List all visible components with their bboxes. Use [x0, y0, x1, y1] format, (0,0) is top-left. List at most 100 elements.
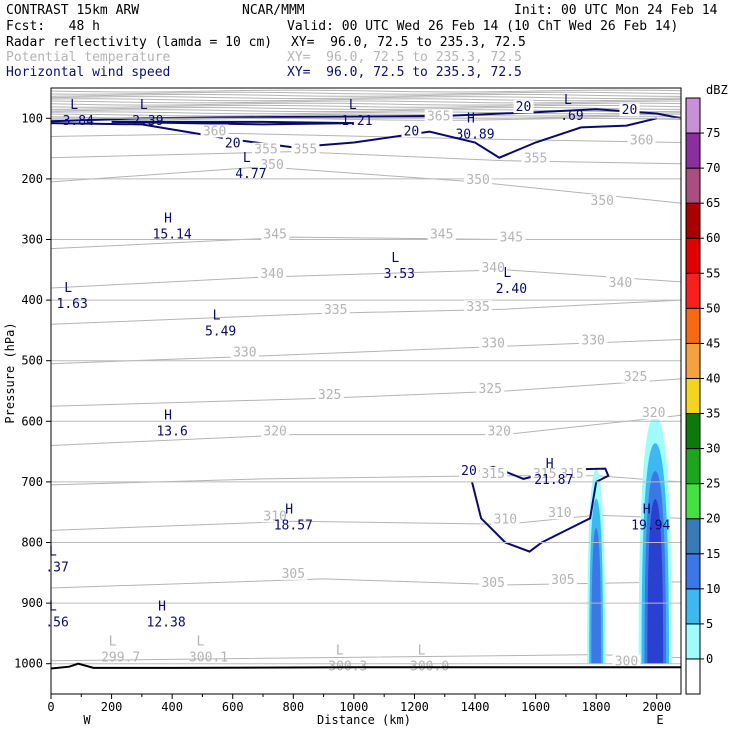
y-tick-label: 200 — [21, 172, 43, 186]
colorbar-label: 75 — [706, 126, 720, 140]
y-tick-label: 600 — [21, 414, 43, 428]
wind-extreme-value: 2.39 — [132, 114, 163, 129]
theta-contour-line — [50, 91, 682, 95]
wind-label-bg — [222, 136, 243, 150]
theta-label: 305 — [282, 567, 305, 582]
theta-label: 345 — [500, 231, 523, 246]
wind-extreme-type: L — [564, 93, 572, 108]
colorbar-swatch — [685, 413, 701, 450]
theta-label-bg — [200, 124, 229, 138]
theta-label: 315 — [560, 467, 583, 482]
theta-label-bg — [557, 466, 586, 480]
wind-extreme-value: 5.49 — [205, 324, 236, 339]
theta-label: 310 — [263, 509, 286, 524]
wind-extreme-type: L — [49, 545, 57, 560]
wind-extreme-value: 21.87 — [534, 473, 573, 488]
wind-label: 20 — [516, 100, 532, 115]
theta-label-bg — [627, 133, 656, 147]
theta-label: 335 — [466, 300, 489, 315]
wind-extreme-type: L — [140, 98, 148, 113]
contour-labels: 300 305 305 305 310 310 310 315 315 315 320 320 320 3… — [45, 93, 670, 674]
theta-contour-line — [50, 104, 682, 108]
wind-extreme-type: H — [158, 599, 166, 614]
colorbar-swatch — [685, 342, 701, 379]
wind-contour-line — [111, 120, 354, 126]
theta-contour-line — [50, 166, 682, 204]
colorbar-label: 10 — [706, 582, 720, 596]
theta-label-bg — [639, 406, 668, 420]
y-tick-label: 900 — [21, 596, 43, 610]
theta-label-bg — [497, 230, 526, 244]
reflectivity-cell — [591, 527, 602, 664]
west-label: W — [83, 713, 91, 727]
theta-label-bg — [424, 109, 453, 123]
theta-label: 350 — [591, 194, 614, 209]
wind-extreme-value: 4.77 — [235, 167, 266, 182]
theta-label-bg — [479, 260, 508, 274]
theta-contour-line — [50, 151, 682, 165]
theta-label: 305 — [481, 576, 504, 591]
wind-label: 20 — [622, 103, 638, 118]
theta-contour-line — [50, 269, 682, 289]
theta-label-bg — [252, 142, 281, 156]
theta-label: 330 — [581, 334, 604, 349]
theta-label: 310 — [494, 512, 517, 527]
wind-label: 20 — [404, 124, 420, 139]
theta-extreme-value: 299.7 — [101, 651, 140, 666]
wind-label: 20 — [225, 137, 241, 152]
colorbar-swatch — [685, 97, 701, 134]
x-axis-label: Distance (km) — [317, 713, 411, 727]
theta-label: 330 — [481, 337, 504, 352]
theta-extreme-type: L — [336, 644, 344, 659]
wind-extreme-value: 30.89 — [455, 127, 494, 142]
x-tick-label: 200 — [101, 700, 123, 714]
wind-extreme-value: .56 — [45, 615, 68, 630]
theta-label-bg — [315, 388, 344, 402]
theta-label-bg — [427, 227, 456, 241]
theta-label: 340 — [260, 267, 283, 282]
theta-label: 330 — [233, 346, 256, 361]
wind-extreme-type: L — [349, 98, 357, 113]
theta-contour-line — [50, 378, 682, 407]
org-label: NCAR/MMM — [242, 3, 305, 18]
theta-label-bg — [606, 275, 635, 289]
field-theta: Potential temperature — [6, 50, 171, 65]
colorbar-swatch — [685, 658, 701, 695]
theta-label: 310 — [548, 506, 571, 521]
wind-label-bg — [401, 124, 422, 138]
theta-contour-line — [50, 514, 682, 531]
wind-extreme-value: .69 — [560, 109, 583, 124]
y-tick-label: 100 — [21, 111, 43, 125]
wind-extreme-value: 12.38 — [147, 615, 186, 630]
axes: 100 200 300 400 500 600 700 800 900 1000 0 200 400 60… — [14, 87, 682, 714]
theta-extreme-value: 300.1 — [189, 651, 228, 666]
theta-contour-line — [50, 100, 682, 104]
colorbar-label: 25 — [706, 477, 720, 491]
x-tick-label: 0 — [47, 700, 54, 714]
field-reflectivity-xy: XY= 96.0, 72.5 to 235.3, 72.5 — [291, 35, 526, 50]
y-tick-label: 300 — [21, 233, 43, 247]
wind-extreme-type: H — [467, 111, 475, 126]
x-tick-label: 400 — [161, 700, 183, 714]
colorbar-label: 40 — [706, 371, 720, 385]
colorbar-swatch — [685, 167, 701, 204]
theta-label: 350 — [466, 173, 489, 188]
colorbar-label: 0 — [706, 652, 713, 666]
theta-label: 325 — [478, 382, 501, 397]
x-tick-label: 1400 — [461, 700, 490, 714]
theta-label-bg — [521, 151, 550, 165]
wind-extreme-type: H — [546, 457, 554, 472]
theta-label: 325 — [624, 370, 647, 385]
x-tick-label: 1800 — [582, 700, 611, 714]
theta-label-bg — [548, 572, 577, 586]
colorbar-swatch — [685, 588, 701, 625]
theta-label: 360 — [203, 124, 226, 139]
east-label: E — [656, 713, 663, 727]
wind-extreme-value: .37 — [45, 561, 68, 576]
wind-extreme-type: L — [213, 308, 221, 323]
theta-label: 355 — [254, 143, 277, 158]
wind-extreme-value: 18.57 — [274, 518, 313, 533]
theta-label-bg — [530, 466, 559, 480]
wind-extreme-type: H — [285, 502, 293, 517]
